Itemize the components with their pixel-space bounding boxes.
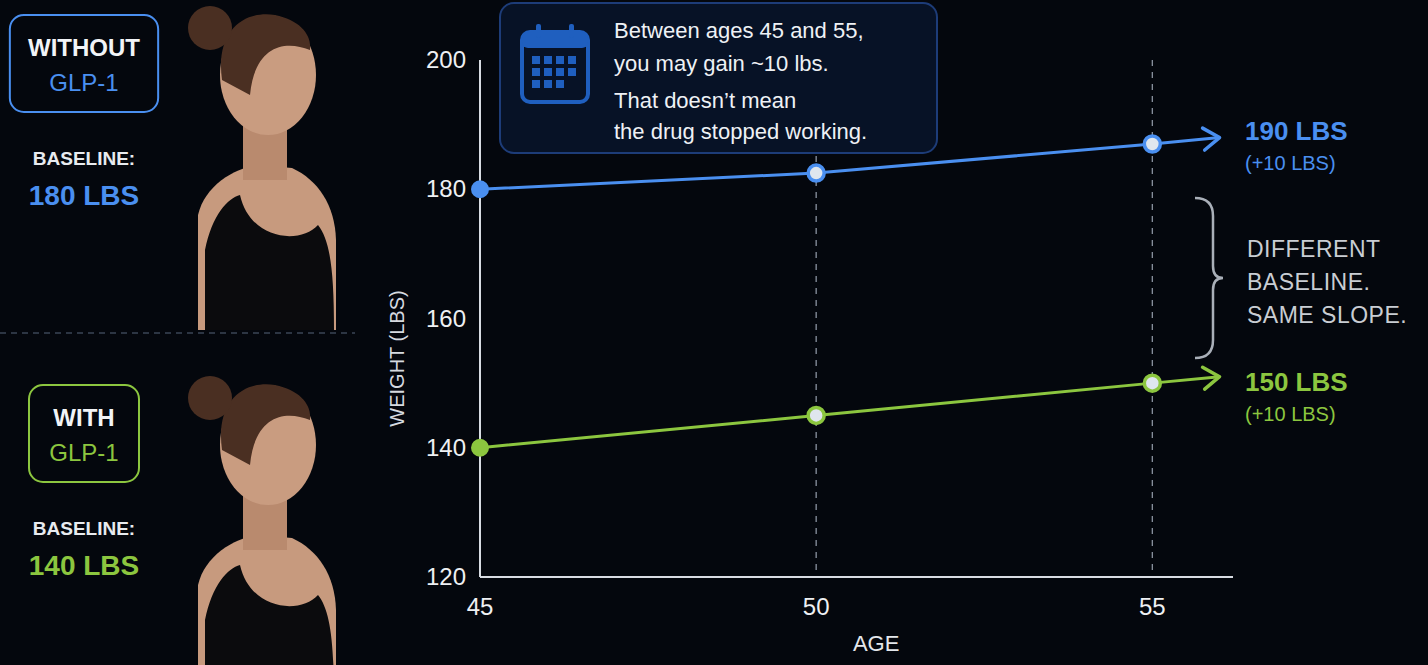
data-point — [472, 181, 488, 197]
baseline-value: 140 LBS — [29, 550, 140, 581]
calendar-day — [556, 68, 564, 76]
calendar-day — [568, 68, 576, 76]
arrow-head — [1203, 367, 1220, 389]
end-label: 190 LBS — [1245, 116, 1348, 146]
y-tick-label: 200 — [426, 46, 466, 73]
bracket-shape — [1195, 198, 1223, 358]
panel-title: WITHOUT — [28, 34, 140, 61]
end-change-label: (+10 LBS) — [1245, 152, 1336, 174]
shoulders — [198, 535, 336, 665]
y-tick-label: 180 — [426, 175, 466, 202]
callout: Between ages 45 and 55, you may gain ~10 … — [500, 3, 937, 153]
calendar-ring — [536, 24, 541, 38]
panel-subtitle: GLP-1 — [49, 69, 118, 96]
calendar-day — [544, 80, 552, 88]
shoulders — [198, 165, 336, 330]
calendar-header — [522, 32, 588, 48]
calendar-day — [544, 56, 552, 64]
data-point — [1144, 136, 1160, 152]
calendar-frame — [522, 32, 588, 102]
panel-subtitle: GLP-1 — [49, 439, 118, 466]
bracket: DIFFERENT BASELINE. SAME SLOPE. — [1195, 198, 1407, 358]
calendar-day — [568, 56, 576, 64]
left-panels: WITHOUT GLP-1 BASELINE: 180 LBS WITH GLP-1 BAS… — [0, 6, 355, 665]
callout-text: That doesn’t mean — [614, 88, 796, 113]
x-tick-label: 45 — [467, 593, 494, 620]
baseline-value: 180 LBS — [29, 180, 140, 211]
hair — [221, 384, 310, 465]
calendar-day — [556, 56, 564, 64]
data-point — [1144, 375, 1160, 391]
panel: WITH GLP-1 BASELINE: 140 LBS — [29, 376, 336, 665]
y-axis-title: WEIGHT (LBS) — [386, 290, 408, 426]
data-point — [472, 440, 488, 456]
x-tick-label: 55 — [1139, 593, 1166, 620]
baseline-label: BASELINE: — [33, 148, 135, 169]
calendar-day — [532, 56, 540, 64]
series-line — [480, 377, 1220, 448]
bracket-label: SAME SLOPE. — [1247, 302, 1407, 328]
page: WITHOUT GLP-1 BASELINE: 180 LBS WITH GLP-1 BAS… — [0, 0, 1428, 665]
calendar-day — [532, 80, 540, 88]
tank-top — [205, 565, 334, 665]
hair-bun — [188, 6, 232, 50]
calendar-day — [544, 68, 552, 76]
hair-bun — [188, 376, 232, 420]
arrow-head — [1203, 128, 1220, 150]
data-marks — [472, 128, 1220, 456]
x-tick-label: 50 — [803, 593, 830, 620]
y-tick-label: 160 — [426, 305, 466, 332]
tank-top — [205, 195, 334, 330]
head — [220, 385, 316, 505]
person-silhouette — [188, 6, 336, 330]
callout-box — [500, 3, 937, 153]
x-axis-title: AGE — [853, 631, 899, 656]
panel-separator — [0, 332, 355, 334]
callout-text: Between ages 45 and 55, — [614, 18, 864, 43]
y-tick-label: 120 — [426, 563, 466, 590]
panel: WITHOUT GLP-1 BASELINE: 180 LBS — [10, 6, 336, 330]
end-change-label: (+10 LBS) — [1245, 403, 1336, 425]
calendar-ring — [569, 24, 574, 38]
bracket-label: BASELINE. — [1247, 269, 1370, 295]
calendar-day — [532, 68, 540, 76]
data-point — [808, 407, 824, 423]
y-tick-label: 140 — [426, 434, 466, 461]
panel-title: WITH — [53, 404, 114, 431]
head — [220, 15, 316, 135]
panel-box — [10, 15, 158, 112]
calendar-day — [556, 80, 564, 88]
baseline-label: BASELINE: — [33, 518, 135, 539]
end-label: 150 LBS — [1245, 367, 1348, 397]
hair — [221, 14, 310, 95]
person-silhouette — [188, 376, 336, 665]
x-axis-line — [480, 576, 1233, 578]
calendar-icon — [522, 24, 588, 102]
data-point — [808, 165, 824, 181]
y-axis-line — [479, 60, 481, 577]
panel-box — [29, 385, 139, 482]
callout-text: you may gain ~10 lbs. — [614, 51, 829, 76]
callout-text: the drug stopped working. — [614, 119, 867, 144]
bracket-label: DIFFERENT — [1247, 236, 1381, 262]
